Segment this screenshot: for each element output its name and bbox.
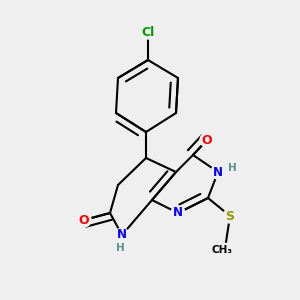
Circle shape xyxy=(223,209,237,223)
Circle shape xyxy=(115,228,129,242)
Text: S: S xyxy=(226,209,235,223)
Circle shape xyxy=(171,206,185,220)
Circle shape xyxy=(211,165,225,179)
Text: Cl: Cl xyxy=(141,26,154,38)
Text: CH₃: CH₃ xyxy=(212,245,233,255)
Text: O: O xyxy=(202,134,212,146)
Text: H: H xyxy=(116,243,124,253)
Text: N: N xyxy=(117,229,127,242)
Circle shape xyxy=(200,133,214,147)
Circle shape xyxy=(77,213,91,227)
Text: H: H xyxy=(228,163,236,173)
Text: O: O xyxy=(79,214,89,226)
Circle shape xyxy=(141,25,155,39)
Text: N: N xyxy=(173,206,183,220)
Text: N: N xyxy=(213,166,223,178)
